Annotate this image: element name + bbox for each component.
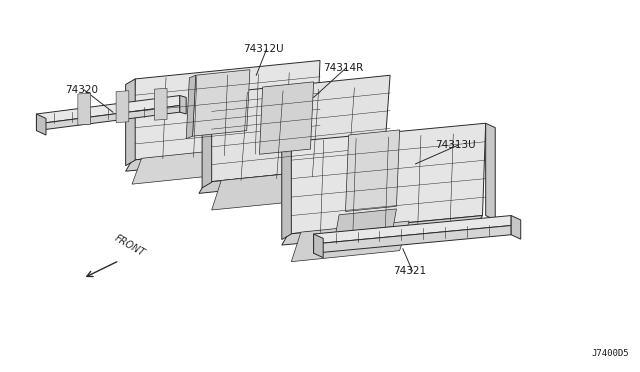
Polygon shape [511, 215, 521, 239]
Text: J7400D5: J7400D5 [591, 349, 629, 358]
Text: 74314R: 74314R [323, 63, 364, 73]
Polygon shape [36, 96, 180, 124]
Text: 74313U: 74313U [435, 140, 476, 150]
Text: 74321: 74321 [394, 266, 426, 276]
Polygon shape [199, 164, 384, 193]
Polygon shape [116, 91, 129, 123]
Polygon shape [205, 75, 390, 182]
Text: FRONT: FRONT [113, 233, 147, 258]
Polygon shape [154, 88, 167, 120]
Polygon shape [180, 96, 186, 114]
Polygon shape [186, 75, 196, 139]
Polygon shape [291, 221, 409, 262]
Polygon shape [314, 215, 511, 244]
Polygon shape [314, 225, 511, 253]
Polygon shape [288, 123, 486, 234]
Polygon shape [202, 94, 212, 188]
Polygon shape [336, 209, 396, 232]
Polygon shape [193, 70, 250, 136]
Text: 74312U: 74312U [244, 44, 284, 54]
Polygon shape [346, 130, 399, 211]
Polygon shape [212, 171, 314, 210]
Polygon shape [282, 215, 483, 245]
Polygon shape [132, 149, 231, 184]
Polygon shape [125, 142, 317, 171]
Text: 74320: 74320 [65, 85, 98, 95]
Polygon shape [486, 123, 495, 220]
Polygon shape [36, 106, 180, 131]
Polygon shape [282, 142, 291, 240]
Polygon shape [36, 114, 46, 135]
Polygon shape [132, 61, 320, 160]
Polygon shape [314, 234, 323, 258]
Polygon shape [125, 79, 135, 166]
Polygon shape [78, 93, 91, 125]
Polygon shape [259, 82, 314, 154]
